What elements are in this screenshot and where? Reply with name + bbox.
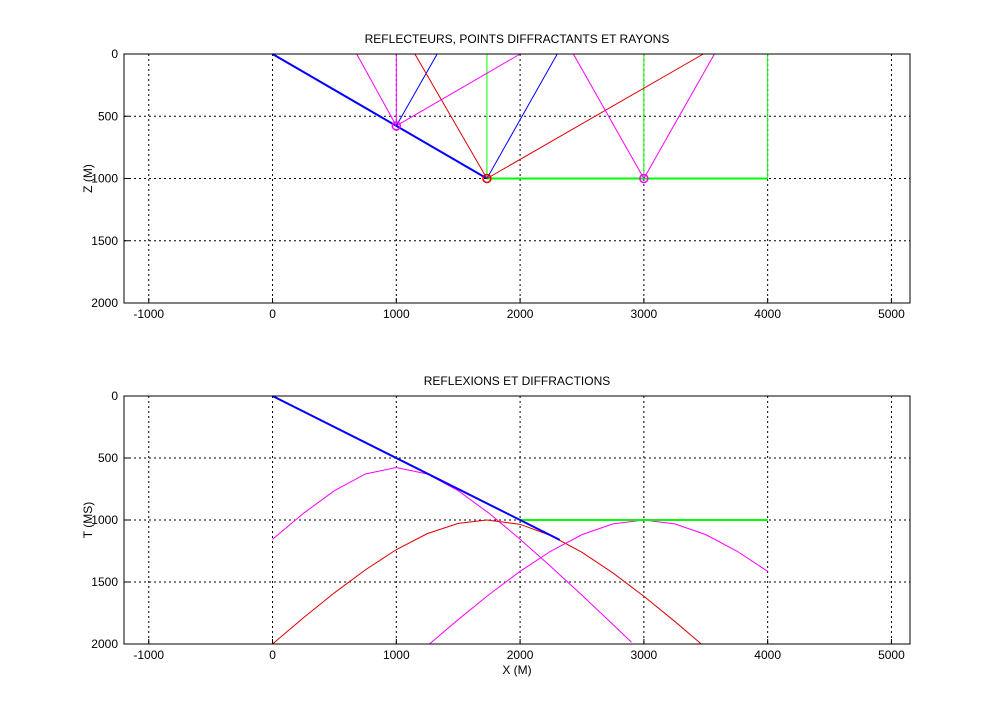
x-tick-label: 2000	[507, 307, 534, 321]
data-line	[272, 467, 632, 643]
chart-title: REFLECTEURS, POINTS DIFFRACTANTS ET RAYO…	[365, 32, 670, 46]
x-tick-label: -1000	[133, 307, 164, 321]
data-line	[643, 53, 715, 179]
y-tick-label: 2000	[91, 637, 118, 651]
diffraction-point	[482, 173, 492, 184]
chart-title: REFLEXIONS ET DIFFRACTIONS	[424, 374, 610, 388]
data-line	[272, 519, 702, 645]
data-line	[486, 53, 704, 179]
x-tick-label: 3000	[631, 307, 658, 321]
y-tick-label: 1500	[91, 575, 118, 589]
diffraction-point	[639, 173, 649, 184]
data-line	[272, 395, 561, 541]
data-line	[272, 53, 488, 180]
diffraction-point	[391, 121, 402, 131]
y-tick-label: 0	[111, 389, 118, 403]
x-tick-label: 4000	[754, 307, 781, 321]
x-tick-label: 5000	[878, 648, 905, 662]
x-tick-label: 0	[269, 307, 276, 321]
x-tick-label: 3000	[631, 648, 658, 662]
x-axis-label: X (M)	[502, 663, 531, 677]
x-tick-label: 4000	[754, 648, 781, 662]
x-tick-label: 0	[269, 648, 276, 662]
data-line	[486, 53, 558, 179]
y-axis-label: Z (M)	[81, 164, 95, 193]
y-tick-label: 500	[98, 109, 118, 123]
x-tick-label: 2000	[507, 648, 534, 662]
x-tick-label: -1000	[133, 648, 164, 662]
data-line	[356, 53, 397, 127]
x-tick-label: 1000	[383, 648, 410, 662]
y-tick-label: 1500	[91, 234, 118, 248]
x-tick-label: 1000	[383, 307, 410, 321]
y-tick-label: 1000	[91, 172, 118, 186]
y-tick-label: 1000	[91, 513, 118, 527]
subplot: -1000 0 1000 2000 3000 4000 5000 0 500 1000 1500 20…	[81, 32, 911, 321]
data-line	[429, 519, 768, 645]
y-axis-label: T (MS)	[81, 502, 95, 538]
subplot: -1000 0 1000 2000 3000 4000 5000 0 500 1000 1500 20…	[81, 374, 911, 677]
data-line	[414, 53, 488, 179]
data-line	[572, 53, 645, 179]
plot-frame	[123, 53, 911, 304]
data-line	[395, 53, 438, 127]
x-tick-label: 5000	[878, 307, 905, 321]
data-line	[396, 53, 521, 127]
y-tick-label: 500	[98, 451, 118, 465]
y-tick-label: 2000	[91, 296, 118, 310]
plot-frame	[123, 395, 911, 645]
plot-area	[124, 396, 910, 644]
y-tick-label: 0	[111, 47, 118, 61]
